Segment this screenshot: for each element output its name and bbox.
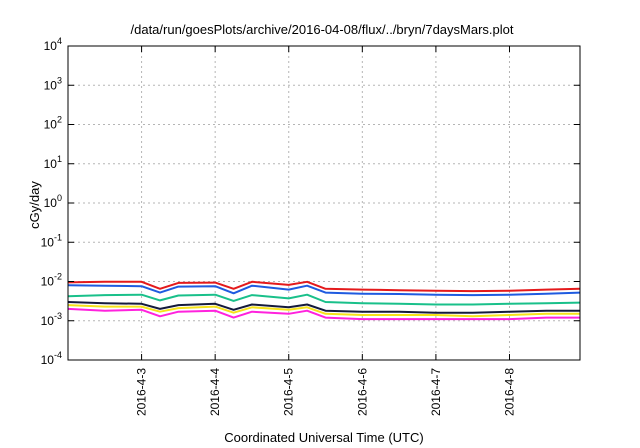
y-tick-label: 10-3	[41, 311, 62, 328]
series-line-5	[67, 304, 580, 318]
y-tick-label: 103	[44, 75, 62, 92]
axis-ticks: 10-4 10-3 10-2 10-1 100 101 102 103 104 2016-4-3 2…	[41, 36, 580, 416]
series-line-3	[67, 293, 581, 306]
series-line-2	[67, 284, 581, 297]
y-tick-label: 10-4	[41, 350, 62, 367]
x-tick-label: 2016-4-3	[135, 368, 149, 416]
x-tick-label: 2016-4-8	[502, 368, 516, 416]
y-tick-label: 104	[44, 36, 62, 53]
y-axis-label: cGy/day	[27, 181, 42, 229]
series-line-1	[67, 280, 581, 293]
chart-title: /data/run/goesPlots/archive/2016-04-08/f…	[131, 22, 514, 37]
series-line-6	[67, 307, 580, 321]
y-tick-label: 102	[44, 115, 62, 132]
grid	[68, 46, 580, 360]
y-tick-label: 10-1	[41, 232, 62, 249]
x-axis-label: Coordinated Universal Time (UTC)	[224, 430, 423, 445]
y-tick-label: 100	[44, 193, 62, 210]
series-line-4	[67, 301, 580, 314]
x-tick-label: 2016-4-5	[282, 368, 296, 416]
x-tick-label: 2016-4-4	[208, 368, 222, 416]
x-tick-label: 2016-4-6	[355, 368, 369, 416]
y-tick-label: 101	[44, 154, 62, 171]
y-tick-label: 10-2	[41, 272, 62, 289]
x-tick-label: 2016-4-7	[429, 368, 443, 416]
series-layer	[67, 280, 581, 321]
